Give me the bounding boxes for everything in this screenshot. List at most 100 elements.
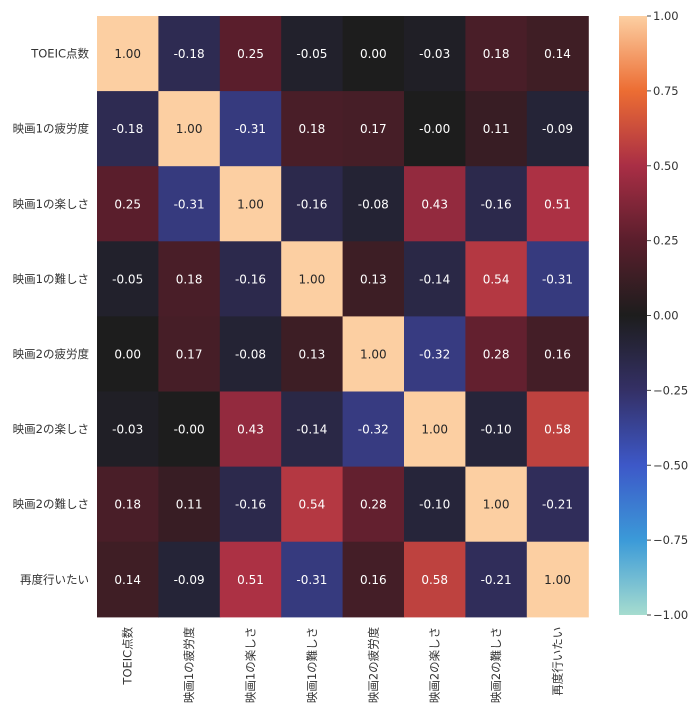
colorbar-tick-label: 1.00 (653, 9, 679, 23)
heatmap-cell (219, 16, 282, 92)
x-tick-label: 映画2の楽しさ (428, 627, 442, 703)
y-tick-label: 映画2の楽しさ (13, 422, 89, 436)
cell-value-label: 0.28 (483, 347, 510, 361)
x-tick-label: 映画2の疲労度 (366, 626, 380, 703)
cell-value-label: 0.18 (176, 272, 203, 286)
y-tick-label: TOEIC点数 (30, 47, 89, 61)
heatmap-cell (465, 91, 528, 167)
heatmap-cell (219, 166, 282, 242)
colorbar-tick-label: 0.50 (653, 159, 679, 173)
heatmap-cell (526, 541, 589, 618)
cell-value-label: -0.10 (419, 498, 450, 512)
cell-value-label: 0.58 (544, 423, 571, 437)
x-tick-label: 映画1の難しさ (305, 627, 319, 703)
cell-value-label: 0.54 (299, 498, 326, 512)
cell-value-label: 0.13 (299, 347, 326, 361)
cell-value-label: 0.51 (544, 197, 571, 211)
cell-value-label: 0.00 (114, 347, 141, 361)
x-tick-label: 映画1の楽しさ (244, 627, 258, 703)
heatmap-cell (465, 241, 528, 317)
cell-value-label: -0.16 (235, 498, 266, 512)
heatmap-cell (342, 241, 405, 317)
heatmap-cell (281, 166, 344, 242)
colorbar: 1.00 0.75 0.50 0.25 0.00 −0.25 −0.50 −0.75 −1.00 (619, 9, 688, 622)
heatmap-cell (465, 166, 528, 242)
x-tick-label: TOEIC点数 (121, 626, 135, 685)
heatmap-cell (465, 391, 528, 468)
y-tick-label: 映画1の楽しさ (13, 197, 89, 211)
cell-value-label: 0.17 (360, 122, 387, 136)
cell-value-label: -0.16 (296, 197, 327, 211)
heatmap-cell (342, 16, 405, 92)
cell-value-label: -0.16 (235, 272, 266, 286)
heatmap-cell (219, 91, 282, 167)
colorbar-tick-label: 0.75 (653, 84, 679, 98)
heatmap-cell (281, 391, 344, 468)
cell-value-label: 0.16 (544, 347, 571, 361)
cell-value-label: -0.32 (358, 423, 389, 437)
x-tick-label: 映画2の難しさ (489, 627, 503, 703)
cell-value-label: 0.00 (360, 47, 387, 61)
cell-value-label: 0.58 (421, 573, 448, 587)
heatmap-cell (97, 166, 159, 242)
cell-value-label: 1.00 (114, 47, 141, 61)
heatmap-cell (97, 316, 159, 393)
y-tick-label: 映画2の難しさ (13, 497, 89, 511)
heatmap-cell (526, 316, 589, 393)
y-tick-label: 映画1の難しさ (13, 272, 89, 286)
colorbar-tick-label: −1.00 (653, 608, 688, 622)
heatmap-cell (404, 391, 466, 468)
cell-value-label: 0.51 (237, 573, 264, 587)
heatmap-cell (342, 391, 405, 468)
cell-value-label: 0.18 (114, 498, 141, 512)
y-tick-label: 再度行いたい (20, 572, 89, 586)
y-tick-label: 映画1の疲労度 (13, 122, 90, 136)
heatmap-cell (526, 466, 589, 543)
cell-value-label: -0.31 (542, 272, 573, 286)
cell-value-label: 0.11 (176, 498, 203, 512)
heatmap-cell (158, 391, 221, 468)
heatmap-cell (158, 541, 221, 618)
heatmap-cell (404, 166, 466, 242)
cell-value-label: 0.16 (360, 573, 387, 587)
colorbar-tick-label: 0.25 (653, 234, 679, 248)
heatmap-cell (281, 91, 344, 167)
cell-value-label: 1.00 (421, 423, 448, 437)
heatmap-cells: 1.00 -0.18 0.25 -0.05 0.00 -0.03 0.18 0.14 -0.18… (97, 16, 589, 618)
cell-value-label: 0.28 (360, 498, 387, 512)
cell-value-label: -0.05 (296, 47, 327, 61)
heatmap-cell (404, 316, 466, 393)
y-tick-label: 映画2の疲労度 (13, 347, 90, 361)
cell-value-label: 1.00 (176, 122, 203, 136)
cell-value-label: -0.08 (358, 197, 389, 211)
heatmap-cell (526, 91, 589, 167)
cell-value-label: 0.54 (483, 272, 510, 286)
heatmap-cell (158, 91, 221, 167)
heatmap-cell (158, 166, 221, 242)
heatmap-cell (465, 316, 528, 393)
cell-value-label: 1.00 (237, 197, 264, 211)
cell-value-label: 0.14 (544, 47, 571, 61)
heatmap-cell (526, 166, 589, 242)
heatmap-cell (465, 16, 528, 92)
x-axis-labels: TOEIC点数 映画1の疲労度 映画1の楽しさ 映画1の難しさ 映画2の疲労度 映画2の楽… (121, 626, 565, 703)
cell-value-label: -0.09 (542, 122, 573, 136)
heatmap-cell (404, 16, 466, 92)
cell-value-label: -0.18 (112, 122, 143, 136)
heatmap-cell (404, 241, 466, 317)
colorbar-gradient (619, 16, 647, 615)
heatmap-cell (281, 16, 344, 92)
heatmap-cell (404, 466, 466, 543)
heatmap-cell (281, 241, 344, 317)
cell-value-label: 0.11 (483, 122, 510, 136)
cell-value-label: 0.13 (360, 272, 387, 286)
cell-value-label: -0.31 (235, 122, 266, 136)
heatmap-cell (342, 541, 405, 618)
cell-value-label: -0.09 (174, 573, 205, 587)
cell-value-label: -0.05 (112, 272, 143, 286)
heatmap-cell (219, 316, 282, 393)
heatmap-cell (281, 541, 344, 618)
heatmap-cell (281, 466, 344, 543)
cell-value-label: -0.21 (481, 573, 512, 587)
